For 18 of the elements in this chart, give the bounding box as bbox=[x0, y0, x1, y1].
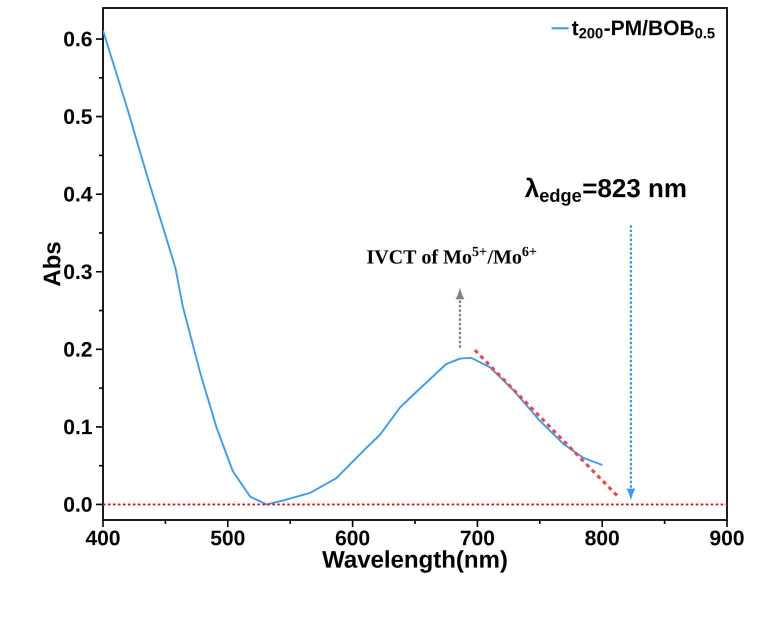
y-tick-label: 0.6 bbox=[64, 32, 92, 46]
y-tick-label: 0.3 bbox=[64, 264, 92, 280]
y-tick-label: 0.1 bbox=[64, 419, 92, 434]
x-tick-label: 800 bbox=[585, 530, 619, 546]
annotation: IVCT of Mo$^{5+}$/Mo$^{6+}$ bbox=[367, 246, 536, 264]
x-tick-label: 400 bbox=[86, 530, 120, 546]
y-tick-label: 0.2 bbox=[64, 342, 92, 357]
annotation: λ$_{edge}$=823 nm bbox=[524, 178, 686, 206]
x-tick-label: 900 bbox=[710, 530, 744, 546]
x-axis-title: Wavelength(nm) bbox=[322, 550, 507, 573]
x-tick-label: 700 bbox=[460, 530, 494, 546]
y-tick-label: 0.4 bbox=[64, 186, 92, 202]
y-axis-title: Abs bbox=[42, 242, 60, 286]
x-tick-label: 500 bbox=[210, 530, 244, 546]
y-tick-label: 0.0 bbox=[64, 497, 92, 512]
y-tick-label: 0.5 bbox=[64, 109, 92, 124]
x-tick-label: 600 bbox=[336, 530, 370, 546]
legend-label: t$_{200}$-PM/BOB$_{0.5}$ bbox=[572, 20, 715, 38]
